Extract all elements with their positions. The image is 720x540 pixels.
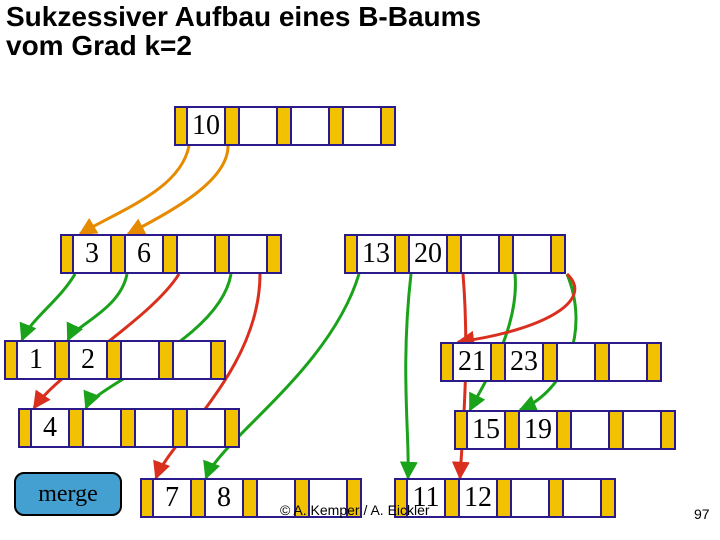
key-slot: 7	[154, 478, 192, 518]
pointer-slot	[396, 234, 410, 274]
tree-arrow	[458, 274, 575, 342]
key-slot: 23	[506, 342, 544, 382]
key-slot	[512, 478, 550, 518]
pointer-slot	[610, 410, 624, 450]
key-slot	[624, 410, 662, 450]
key-slot	[188, 408, 226, 448]
pointer-slot	[448, 234, 462, 274]
key-slot: 8	[206, 478, 244, 518]
pointer-slot	[662, 410, 676, 450]
tree-arrow	[68, 274, 127, 340]
pointer-slot	[558, 410, 572, 450]
pointer-slot	[56, 340, 70, 380]
key-slot	[292, 106, 330, 146]
key-slot: 2	[70, 340, 108, 380]
pointer-slot	[18, 408, 32, 448]
pointer-slot	[602, 478, 616, 518]
page-number: 97	[694, 506, 710, 522]
key-slot: 20	[410, 234, 448, 274]
key-slot: 15	[468, 410, 506, 450]
merge-badge: merge	[14, 472, 122, 516]
pointer-slot	[492, 342, 506, 382]
pointer-slot	[506, 410, 520, 450]
pointer-slot	[226, 106, 240, 146]
btree-node-n12: 12	[4, 340, 226, 380]
key-slot: 12	[460, 478, 498, 518]
pointer-slot	[544, 342, 558, 382]
pointer-slot	[648, 342, 662, 382]
pointer-slot	[498, 478, 512, 518]
pointer-slot	[70, 408, 84, 448]
key-slot: 13	[358, 234, 396, 274]
pointer-slot	[212, 340, 226, 380]
pointer-slot	[226, 408, 240, 448]
key-slot	[174, 340, 212, 380]
key-slot: 6	[126, 234, 164, 274]
pointer-slot	[440, 342, 454, 382]
key-slot	[136, 408, 174, 448]
key-slot	[344, 106, 382, 146]
pointer-slot	[278, 106, 292, 146]
key-slot	[558, 342, 596, 382]
copyright-text: © A. Kemper / A. Eickler	[280, 502, 430, 518]
pointer-slot	[454, 410, 468, 450]
key-slot	[230, 234, 268, 274]
pointer-slot	[500, 234, 514, 274]
key-slot: 19	[520, 410, 558, 450]
btree-node-n4: 4	[18, 408, 240, 448]
pointer-slot	[550, 478, 564, 518]
key-slot: 1	[18, 340, 56, 380]
key-slot	[240, 106, 278, 146]
pointer-slot	[4, 340, 18, 380]
key-slot	[572, 410, 610, 450]
key-slot	[564, 478, 602, 518]
key-slot	[122, 340, 160, 380]
pointer-slot	[174, 408, 188, 448]
pointer-slot	[268, 234, 282, 274]
pointer-slot	[244, 478, 258, 518]
pointer-slot	[174, 106, 188, 146]
key-slot	[84, 408, 122, 448]
pointer-slot	[344, 234, 358, 274]
btree-node-n2123: 21 23	[440, 342, 662, 382]
key-slot	[178, 234, 216, 274]
pointer-slot	[140, 478, 154, 518]
pointer-slot	[160, 340, 174, 380]
btree-node-n36: 36	[60, 234, 282, 274]
pointer-slot	[60, 234, 74, 274]
pointer-slot	[122, 408, 136, 448]
tree-arrow	[128, 146, 228, 234]
pointer-slot	[330, 106, 344, 146]
pointer-slot	[192, 478, 206, 518]
pointer-slot	[552, 234, 566, 274]
tree-arrow	[406, 274, 411, 478]
pointer-slot	[216, 234, 230, 274]
key-slot	[462, 234, 500, 274]
tree-arrow	[22, 274, 75, 340]
pointer-slot	[382, 106, 396, 146]
key-slot: 21	[454, 342, 492, 382]
page-title: Sukzessiver Aufbau eines B-Baums vom Gra…	[6, 2, 481, 61]
btree-node-n1320: 13 20	[344, 234, 566, 274]
btree-node-root: 10	[174, 106, 396, 146]
key-slot: 3	[74, 234, 112, 274]
pointer-slot	[164, 234, 178, 274]
key-slot	[514, 234, 552, 274]
pointer-slot	[446, 478, 460, 518]
key-slot: 4	[32, 408, 70, 448]
pointer-slot	[596, 342, 610, 382]
pointer-slot	[108, 340, 122, 380]
tree-arrow	[80, 146, 189, 234]
key-slot	[610, 342, 648, 382]
btree-node-n1519: 1519	[454, 410, 676, 450]
key-slot: 10	[188, 106, 226, 146]
pointer-slot	[112, 234, 126, 274]
merge-label: merge	[38, 481, 98, 508]
